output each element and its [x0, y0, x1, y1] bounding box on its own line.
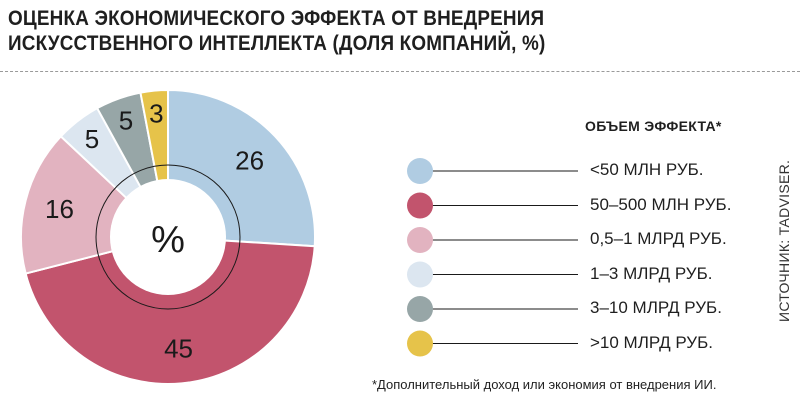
footnote: *Дополнительный доход или экономия от вн…	[372, 377, 717, 392]
pie-slice	[24, 235, 316, 385]
legend-label: 0,5–1 МЛРД РУБ.	[590, 229, 727, 248]
legend-label: <50 МЛН РУБ.	[590, 160, 704, 179]
legend-markers	[407, 158, 578, 357]
legend-label: >10 МЛРД РУБ.	[590, 332, 713, 352]
legend-label: 50–500 МЛН РУБ.	[590, 194, 732, 214]
legend-swatch	[407, 158, 433, 184]
legend-label: 1–3 МЛРД РУБ.	[590, 263, 713, 283]
slice-value-label: 45	[164, 334, 193, 364]
source-note: ИСТОЧНИК: TADVISER.	[776, 159, 792, 322]
slice-value-label: 3	[149, 99, 163, 129]
slice-value-label: 5	[119, 105, 133, 135]
slice-value-label: 16	[45, 194, 74, 224]
legend-label: 3–10 МЛРД РУБ.	[590, 298, 722, 317]
legend-swatch	[407, 192, 433, 219]
legend-swatch	[407, 330, 433, 357]
slice-value-label: 26	[235, 145, 264, 175]
inner-ring	[95, 164, 241, 310]
legend-title: ОБЪЕМ ЭФФЕКТА*	[585, 118, 722, 134]
legend-swatch	[407, 261, 433, 288]
slice-value-label: 5	[85, 124, 99, 154]
legend-swatch	[407, 227, 433, 253]
title-divider	[0, 71, 800, 72]
chart-title: ОЦЕНКА ЭКОНОМИЧЕСКОГО ЭФФЕКТА ОТ ВНЕДРЕН…	[8, 7, 546, 55]
center-percent-label: %	[151, 219, 185, 261]
inner-hole	[110, 179, 226, 295]
legend-swatch	[407, 296, 433, 322]
